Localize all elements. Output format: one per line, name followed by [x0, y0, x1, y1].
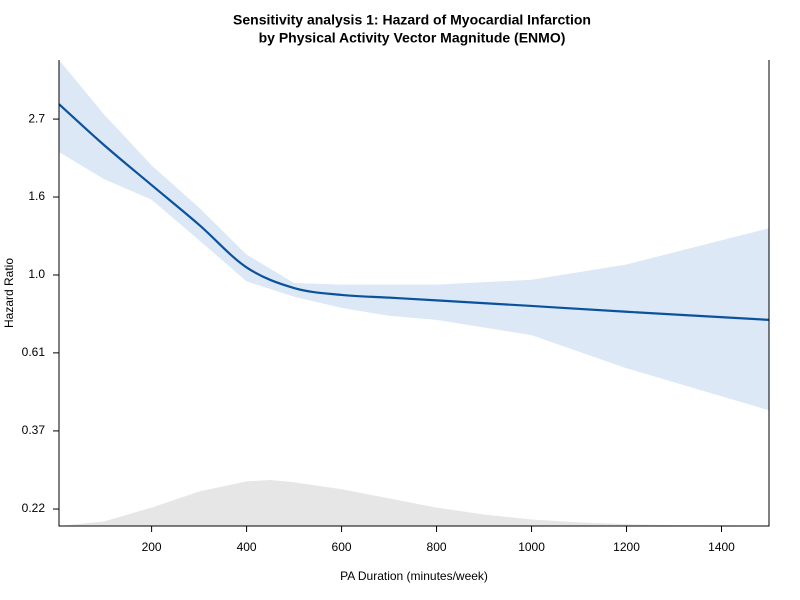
y-tick-label: 0.61 [22, 345, 46, 359]
y-tick-label: 2.7 [28, 111, 45, 125]
x-tick-label: 400 [237, 540, 257, 554]
x-tick-label: 1400 [708, 540, 735, 554]
x-tick-label: 1000 [518, 540, 545, 554]
chart-title: Sensitivity analysis 1: Hazard of Myocar… [233, 12, 591, 28]
x-tick-label: 800 [427, 540, 447, 554]
hazard-line [58, 103, 770, 321]
x-tick-label: 200 [142, 540, 162, 554]
y-tick-label: 0.37 [22, 423, 46, 437]
y-axis-label: Hazard Ratio [2, 258, 16, 328]
y-tick-label: 1.0 [28, 267, 45, 281]
y-tick-label: 1.6 [28, 189, 45, 203]
chart-title: by Physical Activity Vector Magnitude (E… [259, 30, 566, 46]
x-tick-label: 1200 [613, 540, 640, 554]
axis-frame [58, 60, 770, 527]
x-axis-label: PA Duration (minutes/week) [340, 569, 488, 583]
y-tick-label: 0.22 [22, 501, 46, 515]
density-area [59, 480, 769, 526]
confidence-band [59, 60, 769, 411]
x-tick-label: 600 [332, 540, 352, 554]
